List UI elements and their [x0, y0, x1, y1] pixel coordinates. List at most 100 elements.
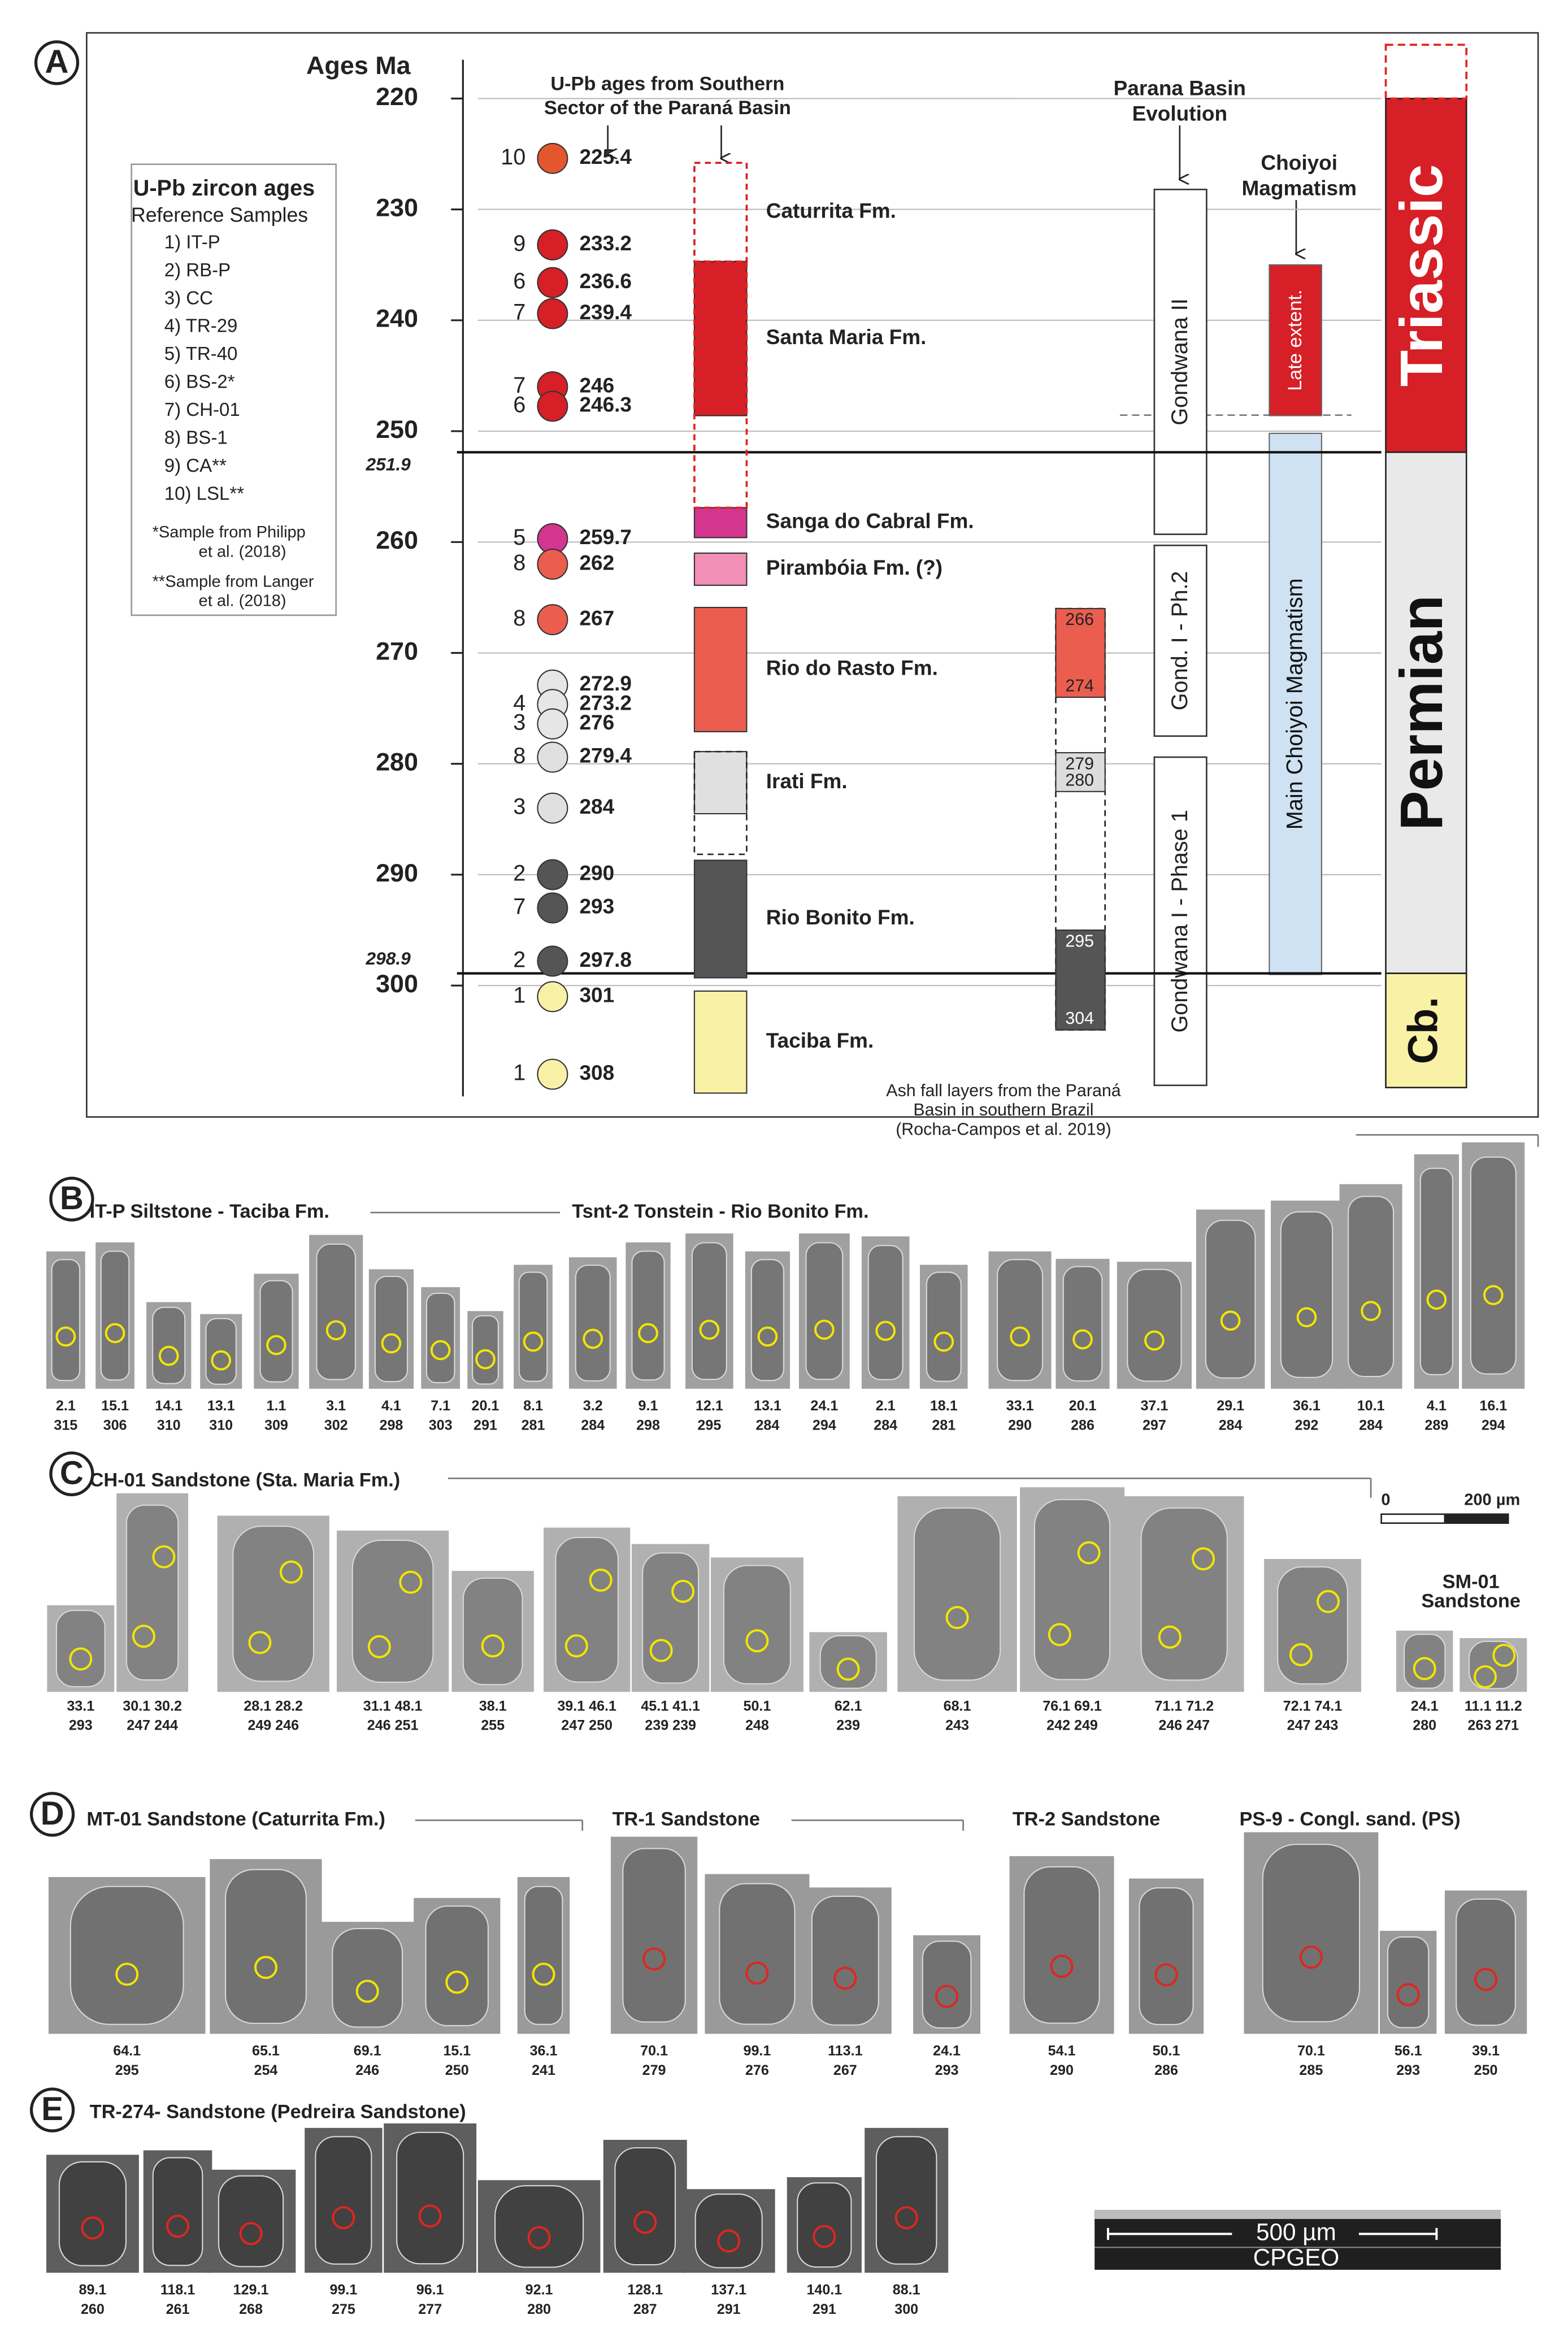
ash-age: 280 [1065, 770, 1094, 789]
ash-age: 274 [1065, 676, 1094, 696]
grain-core [396, 2131, 464, 2265]
grain-age: 267 [833, 2062, 857, 2078]
group-title: MT-01 Sandstone (Caturrita Fm.) [86, 1809, 385, 1830]
analysis-spot [355, 1979, 379, 2003]
grain-spot: 128.1 [627, 2282, 663, 2298]
grain-spot: 10.1 [1357, 1398, 1385, 1414]
grain-age: 279 [642, 2062, 666, 2078]
grain-spot: 13.1 [207, 1398, 235, 1414]
analysis-spot [132, 1625, 155, 1648]
grain-core [58, 2161, 127, 2266]
grain-age: 290 [1008, 1417, 1032, 1433]
grain-spot: 14.1 [155, 1398, 183, 1414]
scale-strip [1094, 2210, 1501, 2220]
analysis-spot [833, 1966, 857, 1990]
sample-dot [537, 142, 568, 174]
legend-item: 7) CH-01 [164, 399, 240, 420]
grain-core [723, 1565, 791, 1684]
grain-spot: 31.1 48.1 [363, 1698, 423, 1714]
grain-spot: 9.1 [639, 1398, 658, 1414]
grain-core [691, 1242, 727, 1380]
grain-spot: 28.1 28.2 [244, 1698, 303, 1714]
grain-spot: 76.1 69.1 [1043, 1698, 1102, 1714]
analysis-spot [475, 1349, 496, 1370]
grain-age: 242 249 [1046, 1718, 1098, 1734]
grain-age: 246 251 [367, 1718, 419, 1734]
grain-spot: 8.1 [523, 1398, 543, 1414]
period-box [1385, 98, 1467, 453]
grain-spot: 3.2 [583, 1398, 603, 1414]
grain-spot: 38.1 [479, 1698, 507, 1714]
analysis-spot [81, 2216, 105, 2240]
grain-spot: 3.1 [326, 1398, 346, 1414]
column-header: Choiyoi [1261, 151, 1337, 174]
sample-age: 272.9 [579, 672, 632, 695]
grain-core [351, 1539, 434, 1683]
analysis-spot [115, 1962, 139, 1986]
column-header: Evolution [1132, 102, 1227, 125]
grain-age: 298 [380, 1417, 403, 1433]
sample-dot [537, 267, 568, 298]
formation-name: Pirambóia Fm. (?) [766, 556, 942, 579]
grain-age: 246 247 [1158, 1718, 1210, 1734]
sample-age: 293 [579, 895, 614, 918]
analysis-spot [564, 1634, 588, 1658]
grain-core [259, 1280, 293, 1383]
analysis-spot [481, 1634, 505, 1658]
analysis-spot [1492, 1644, 1516, 1667]
ash-age: 279 [1065, 754, 1094, 773]
analysis-spot [1144, 1330, 1165, 1351]
dashed-outline [693, 260, 748, 509]
grain-core [1127, 1269, 1182, 1382]
analysis-spot [445, 1970, 469, 1994]
sample-dot [537, 981, 568, 1013]
ash-layer [1055, 752, 1106, 792]
grain-spot: 29.1 [1217, 1398, 1244, 1414]
grain-spot: 70.1 [640, 2043, 668, 2059]
grain-age: 285 [1299, 2062, 1323, 2078]
legend-item: 2) RB-P [164, 259, 231, 280]
boundary-label: 251.9 [365, 454, 411, 475]
grain-spot: 71.1 71.2 [1154, 1698, 1214, 1714]
grain-spot: 118.1 [160, 2282, 195, 2298]
stage-box [1153, 756, 1208, 1087]
grain-spot: 16.1 [1479, 1398, 1507, 1414]
period-box [1385, 972, 1467, 1089]
boundary-label: 298.9 [365, 948, 411, 968]
grain-spot: 69.1 [354, 2043, 381, 2059]
analysis-spot [649, 1639, 673, 1662]
sample-dot [537, 229, 568, 260]
grain-core [1456, 1898, 1516, 2026]
grain-core [631, 1250, 665, 1381]
panel-label-ring [49, 1176, 94, 1222]
grain-core [614, 2147, 676, 2266]
formation-name: Santa Maria Fm. [766, 325, 927, 349]
grain-spot: 99.1 [744, 2043, 771, 2059]
analysis-spot [1050, 1955, 1074, 1978]
grain-core [462, 1577, 523, 1686]
y-tick-label: 250 [376, 415, 418, 444]
grain-spot: 4.1 [381, 1398, 401, 1414]
grain-core [575, 1265, 611, 1382]
grain-spot: 140.1 [806, 2282, 842, 2298]
formation-bar [693, 507, 748, 538]
sample-age: 225.4 [579, 145, 632, 168]
grain-age: 289 [1424, 1417, 1448, 1433]
grain-core [425, 1292, 455, 1384]
formation-bar [693, 260, 748, 416]
grain-spot: 12.1 [696, 1398, 723, 1414]
legend-note: *Sample from Philipp [153, 523, 306, 541]
scale-label: 500 µm [1256, 2219, 1336, 2246]
grain-age: 248 [745, 1718, 769, 1734]
analysis-spot [1361, 1301, 1381, 1321]
grain-spot: 68.1 [944, 1698, 971, 1714]
analysis-spot [381, 1333, 402, 1354]
grain-spot: 11.1 11.2 [1465, 1698, 1522, 1714]
grain-core [152, 2157, 203, 2266]
column-header: U-Pb ages from Southern [550, 73, 784, 95]
analysis-spot [1396, 1983, 1420, 2006]
grain-spot: 36.1 [1293, 1398, 1321, 1414]
grain-spot: 30.1 30.2 [123, 1698, 182, 1714]
dashed-box [1384, 44, 1468, 100]
grain-age: 255 [481, 1718, 505, 1734]
